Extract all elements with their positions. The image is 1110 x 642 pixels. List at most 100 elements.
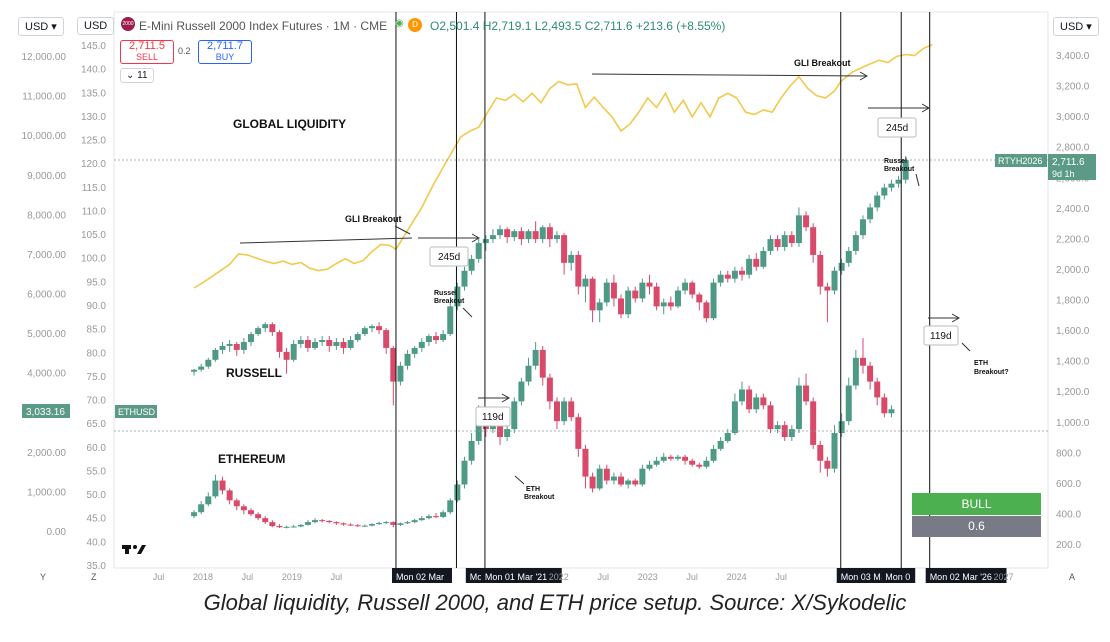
eth-candle-body [226, 490, 233, 501]
russell-candle-body [418, 342, 425, 348]
eth-candle-body [603, 468, 610, 481]
x-axis-tick: 2018 [193, 572, 213, 582]
left-axis-1-tick: 1,000.00 [27, 487, 66, 498]
eth-candle-body [447, 500, 454, 513]
russell-candle-body [895, 179, 902, 184]
russell-candle-body [262, 324, 269, 329]
russell-candle-body [312, 342, 319, 348]
indicators-collapse-button[interactable]: ⌄ 11 [120, 68, 154, 83]
eth-breakout-2a: ETH [974, 360, 988, 367]
eth-candle-body [475, 413, 482, 441]
eth-candle-body [731, 401, 738, 434]
eth-candle-body [810, 401, 817, 445]
eth-candle-body [553, 401, 560, 422]
russell-candle-body [632, 290, 639, 299]
russell-candle-body [276, 332, 283, 352]
sell-button[interactable]: 2,711.5 SELL [120, 40, 174, 64]
russell-candle-body [603, 282, 610, 303]
eth-breakout-1b: Breakout [524, 494, 555, 501]
russell-candle-body [326, 340, 333, 346]
left-axis-2-tick: 90.0 [87, 301, 107, 312]
left-axis-1-tick: 8,000.00 [27, 210, 66, 221]
russell-candle-body [888, 183, 895, 188]
right-axis-tick: 3,400.0 [1056, 51, 1090, 62]
left-axis-2-tick: 40.0 [87, 537, 107, 548]
eth-candle-body [739, 389, 746, 402]
gli-pointer-1 [394, 225, 411, 235]
russell-candles [191, 155, 909, 406]
russell-candle-body [689, 282, 696, 295]
eth-candle-body [575, 417, 582, 449]
eth-candle-body [867, 365, 874, 382]
eth-candle-body [625, 480, 632, 485]
instrument-title[interactable]: E-Mini Russell 2000 Index Futures · 1M ·… [139, 19, 388, 33]
russell-candle-body [795, 215, 802, 244]
bull-badge: BULL [912, 493, 1041, 515]
russell-candle-body [639, 282, 646, 299]
russell-candle-body [205, 359, 212, 367]
russell-candle-body [489, 235, 496, 240]
visibility-icon[interactable]: ◉ [395, 18, 404, 29]
russell-candle-body [739, 270, 746, 275]
right-axis-tick: 1,600.0 [1056, 326, 1090, 337]
currency-select-left[interactable]: USD ▾ [18, 17, 64, 36]
eth-candle-body [546, 377, 553, 402]
russell-candle-body [454, 286, 461, 307]
russell-candle-body [625, 290, 632, 315]
eth-candle-body [618, 476, 625, 485]
russell-candle-body [461, 270, 468, 287]
buy-button[interactable]: 2,711.7 BUY [198, 40, 252, 64]
russell-candle-body [361, 328, 368, 335]
eth-candle-body [753, 397, 760, 410]
left-axis-1-tick: 9,000.00 [27, 171, 66, 182]
russell-candle-body [397, 365, 404, 382]
eth-candle-body [418, 518, 425, 521]
right-axis-tick: 1,000.0 [1056, 418, 1090, 429]
right-axis-tick: 1,200.0 [1056, 387, 1090, 398]
russell-candle-body [404, 353, 411, 366]
eth-price-box [22, 404, 70, 418]
d119-label-1: 119d [482, 412, 504, 423]
russell-candle-body [440, 334, 447, 341]
left-axis-2-tick: 85.0 [87, 325, 107, 336]
russell-candle-body [667, 302, 674, 307]
russell-candle-body [660, 302, 667, 307]
eth-candle-body [831, 433, 838, 469]
russell-candle-body [383, 330, 390, 348]
eth-candle-body [774, 425, 781, 430]
caption: Global liquidity, Russell 2000, and ETH … [203, 590, 907, 615]
axis-y-button[interactable]: Y [40, 572, 46, 582]
left-axis-2-tick: 120.0 [81, 159, 106, 170]
right-axis-tick: 3,200.0 [1056, 82, 1090, 93]
eth-candle-body [347, 524, 354, 526]
russell-candle-body [198, 366, 205, 370]
eth-candle-body [888, 409, 895, 414]
russell-candle-body [724, 274, 731, 279]
eth-candle-body [767, 405, 774, 430]
axis-a-button[interactable]: A [1069, 572, 1075, 582]
russell-candle-body [575, 254, 582, 287]
eth-candle-body [354, 525, 361, 527]
eth-candle-body [817, 444, 824, 461]
russel-breakout-1b: Breakout [434, 298, 465, 305]
eth-candle-body [518, 381, 525, 402]
axis-z-button[interactable]: Z [91, 572, 97, 582]
currency-select-right[interactable]: USD ▾ [1053, 17, 1099, 36]
eth-breakout-1a: ETH [526, 486, 540, 493]
eth-candle-body [269, 522, 276, 527]
eth-candle-body [212, 480, 219, 497]
eth-breakout-2b: Breakout? [974, 369, 1009, 376]
russell-candle-body [269, 324, 276, 333]
left-axis-2-tick: 35.0 [87, 561, 107, 572]
russell-candle-body [610, 282, 617, 299]
left-axis-2-tick: 65.0 [87, 419, 107, 430]
eth-candle-body [852, 357, 859, 386]
d245-label-1: 245d [438, 252, 460, 263]
russell-candle-body [746, 258, 753, 275]
x-axis-tick: Jul [153, 572, 165, 582]
russell-candle-body [767, 239, 774, 251]
russell-candle-body [653, 286, 660, 307]
currency-select-left-2[interactable]: USD [77, 17, 115, 35]
eth-candle-body [532, 349, 539, 366]
left-axis-2-tick: 145.0 [81, 41, 106, 52]
